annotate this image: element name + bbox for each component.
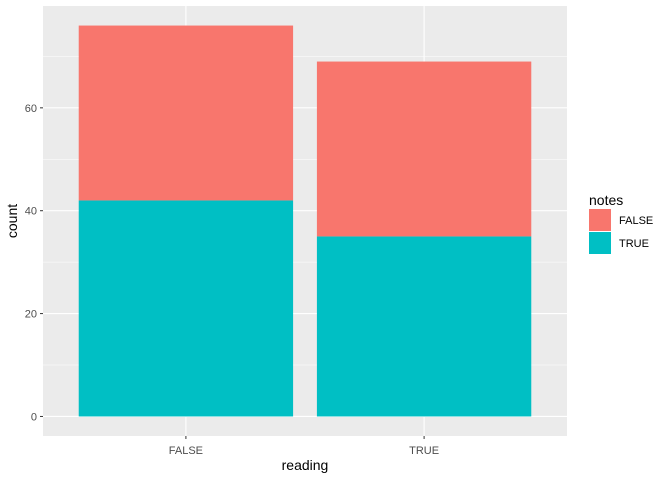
bar-true-false [316, 61, 532, 237]
legend-label-false: FALSE [619, 215, 653, 227]
legend: notes FALSE TRUE [589, 192, 653, 254]
y-tick-label: 0 [31, 411, 37, 423]
bar-true-true [316, 236, 532, 417]
legend-key-false [589, 209, 611, 231]
axes: 0 20 40 60 FALSE TRUE [25, 103, 439, 457]
legend-title: notes [589, 192, 623, 208]
bars [78, 25, 532, 417]
x-tick-label: TRUE [409, 445, 439, 457]
legend-label-true: TRUE [619, 238, 649, 250]
y-tick-label: 40 [25, 206, 37, 218]
x-tick-label: FALSE [169, 445, 203, 457]
bar-false-false [78, 25, 294, 201]
y-tick-label: 60 [25, 103, 37, 115]
y-tick-label: 20 [25, 309, 37, 321]
bar-false-true [78, 200, 294, 417]
legend-key-true [589, 232, 611, 254]
x-axis-title: reading [282, 457, 329, 473]
y-axis-title: count [4, 204, 20, 238]
